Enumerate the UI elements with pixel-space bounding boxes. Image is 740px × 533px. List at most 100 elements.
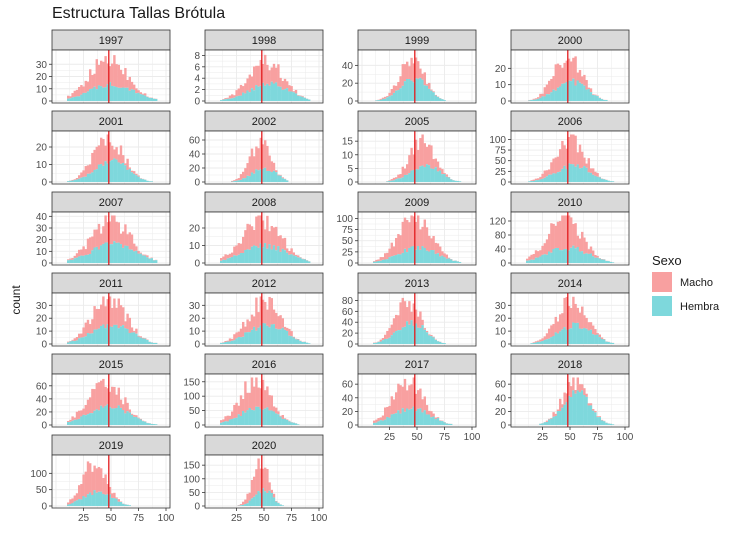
histogram-bar-hembra (583, 328, 586, 344)
histogram-bar-macho (106, 299, 109, 325)
histogram-bar-hembra (259, 169, 262, 182)
histogram-bar-hembra (264, 491, 267, 506)
y-axis-title: count (9, 285, 23, 315)
histogram-bar-hembra (122, 325, 125, 344)
histogram-bar-hembra (539, 97, 542, 101)
histogram-bar-hembra (91, 333, 94, 344)
histogram-bar-hembra (559, 331, 562, 344)
histogram-bar-hembra (95, 89, 98, 101)
histogram-bar-macho (410, 384, 413, 409)
histogram-bar-hembra (401, 252, 404, 263)
histogram-bar-hembra (272, 170, 276, 182)
legend-label-macho: Macho (680, 277, 713, 289)
histogram-bar-hembra (611, 424, 615, 425)
histogram-bar-hembra (255, 169, 258, 182)
histogram-bar-macho (266, 386, 269, 408)
histogram-bar-hembra (581, 251, 584, 263)
histogram-bar-hembra (122, 163, 125, 182)
histogram-bar-hembra (119, 407, 123, 425)
histogram-bar-macho (226, 97, 229, 99)
histogram-bar-macho (395, 85, 398, 91)
histogram-bar-macho (565, 60, 568, 82)
histogram-bar-hembra (430, 249, 433, 263)
histogram-bar-hembra (552, 89, 555, 101)
histogram-bar-macho (561, 313, 564, 330)
histogram-bar-hembra (259, 325, 262, 344)
histogram-bar-hembra (408, 409, 411, 425)
histogram-bar-macho (130, 234, 134, 250)
y-tick-label: 75 (342, 225, 354, 236)
histogram-bar-hembra (543, 422, 546, 425)
histogram-bar-macho (537, 340, 540, 342)
histogram-bar-hembra (80, 255, 83, 263)
y-tick-label: 20 (189, 314, 201, 325)
histogram-bar-hembra (414, 411, 418, 425)
histogram-bar-macho (587, 322, 590, 331)
histogram-bar-macho (222, 342, 225, 343)
histogram-bar-macho (434, 94, 437, 96)
histogram-bar-macho (248, 224, 251, 250)
histogram-bar-hembra (583, 85, 586, 101)
histogram-bar-hembra (561, 83, 564, 101)
histogram-bar-macho (417, 390, 420, 409)
histogram-bar-macho (106, 388, 109, 405)
panel-border (357, 130, 477, 185)
histogram-bar-macho (275, 67, 278, 83)
histogram-bar-macho (261, 379, 265, 410)
histogram-bar-hembra (253, 410, 256, 425)
histogram-bar-hembra (259, 408, 262, 425)
histogram-bar-macho (432, 159, 435, 169)
histogram-bar-macho (261, 220, 265, 248)
histogram-bar-hembra (603, 259, 606, 263)
histogram-bar-macho (598, 334, 601, 338)
histogram-bar-hembra (292, 422, 295, 425)
histogram-bar-macho (69, 96, 72, 99)
histogram-bar-hembra (222, 342, 225, 344)
histogram-bar-hembra (301, 341, 304, 344)
y-tick-label: 40 (189, 150, 201, 161)
histogram-bar-macho (545, 170, 549, 177)
histogram-bar-macho (574, 135, 577, 167)
histogram-bar-hembra (78, 499, 81, 506)
y-tick-label: 60 (189, 136, 201, 147)
histogram-bar-macho (84, 471, 87, 498)
histogram-bar-hembra (231, 256, 234, 263)
histogram-bar-macho (124, 321, 127, 329)
histogram-bar-macho (259, 59, 262, 86)
panel-border (204, 292, 324, 347)
histogram-bar-macho (421, 226, 424, 247)
histogram-bar-macho (80, 85, 83, 95)
histogram-bar-macho (537, 178, 540, 181)
histogram-bar-hembra (297, 257, 300, 263)
histogram-bar-hembra (102, 324, 105, 344)
histogram-bar-hembra (84, 176, 87, 182)
histogram-bar-hembra (119, 502, 123, 506)
histogram-bar-hembra (303, 259, 306, 263)
histogram-bar-macho (379, 257, 382, 261)
histogram-bar-macho (224, 254, 227, 261)
histogram-bar-macho (277, 411, 280, 415)
histogram-bar-macho (406, 61, 409, 79)
histogram-bar-macho (283, 326, 287, 330)
histogram-bar-macho (432, 91, 435, 93)
histogram-bar-macho (231, 338, 234, 341)
histogram-bar-hembra (598, 258, 601, 263)
histogram-bar-hembra (144, 421, 147, 425)
histogram-bar-macho (390, 324, 393, 336)
histogram-bar-macho (537, 97, 540, 99)
histogram-bar-macho (430, 145, 433, 169)
histogram-bar-hembra (410, 320, 413, 344)
histogram-bar-macho (250, 76, 254, 89)
histogram-bar-macho (543, 243, 546, 255)
histogram-bar-macho (572, 57, 575, 79)
histogram-bar-macho (244, 230, 247, 251)
histogram-bar-macho (130, 81, 134, 90)
histogram-bar-macho (594, 171, 597, 176)
histogram-bar-hembra (128, 505, 131, 506)
histogram-bar-hembra (539, 423, 542, 425)
histogram-bar-hembra (126, 411, 129, 425)
histogram-bar-macho (578, 384, 582, 393)
histogram-bar-hembra (126, 328, 129, 344)
histogram-bar-hembra (550, 174, 553, 182)
histogram-bar-macho (423, 143, 426, 168)
